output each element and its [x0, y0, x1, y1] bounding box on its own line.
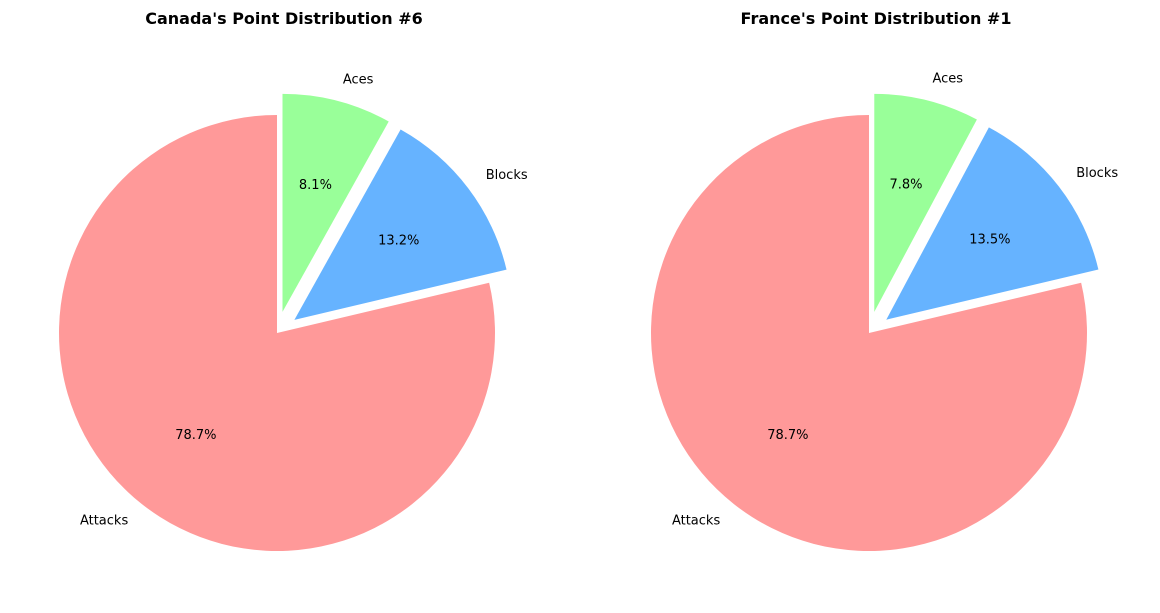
chart-title: France's Point Distribution #1 [741, 9, 1012, 28]
slice-percent-attacks: 78.7% [767, 428, 808, 443]
pie-slices [650, 93, 1099, 551]
pie-labels: Aces 7.8% Blocks 13.5% Attacks 78.7% [672, 72, 1118, 529]
pie-slices [58, 93, 507, 551]
slice-label-aces: Aces [343, 72, 374, 87]
slice-percent-blocks: 13.5% [969, 232, 1010, 247]
slice-percent-aces: 8.1% [299, 178, 332, 193]
pie-slice-attacks [58, 115, 495, 551]
slice-label-attacks: Attacks [672, 514, 721, 529]
pie-chart-france: France's Point Distribution #1 Aces 7.8% B… [650, 9, 1118, 551]
pie-slice-aces [874, 93, 977, 312]
slice-label-attacks: Attacks [80, 514, 129, 529]
slice-label-aces: Aces [932, 72, 963, 87]
pie-slice-blocks [294, 129, 507, 320]
slice-label-blocks: Blocks [1076, 166, 1118, 181]
pie-labels: Aces 8.1% Blocks 13.2% Attacks 78.7% [80, 72, 528, 528]
pie-slice-aces [282, 93, 389, 312]
pie-slice-blocks [886, 127, 1099, 320]
pie-chart-canada: Canada's Point Distribution #6 Aces 8.1% B… [58, 9, 528, 551]
slice-percent-aces: 7.8% [890, 177, 923, 192]
slice-label-blocks: Blocks [486, 168, 528, 183]
pie-slice-attacks [650, 115, 1087, 551]
slice-percent-blocks: 13.2% [378, 233, 419, 248]
chart-title: Canada's Point Distribution #6 [145, 9, 423, 28]
slice-percent-attacks: 78.7% [175, 428, 216, 443]
